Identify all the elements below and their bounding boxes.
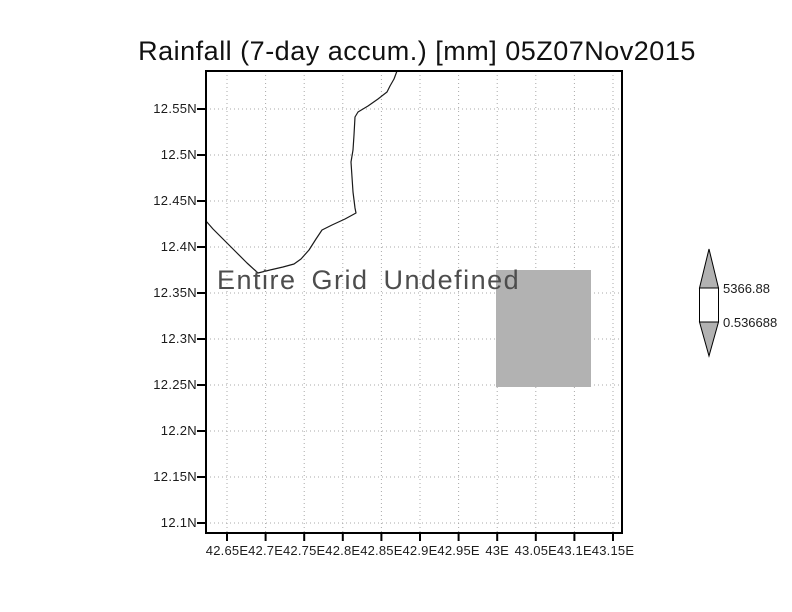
colorbar-min-label: 0.536688 (723, 315, 778, 330)
axis-ticks (197, 108, 614, 541)
x-tick-label: 43E (485, 543, 510, 558)
x-tick-label: 42.9E (402, 543, 438, 558)
y-tick-label: 12.2N (160, 423, 197, 438)
y-tick-label: 12.5N (160, 147, 197, 162)
y-tick-label: 12.1N (160, 515, 197, 530)
x-tick-label: 42.95E (437, 543, 480, 558)
colorbar (698, 248, 720, 358)
y-tick-label: 12.35N (153, 285, 197, 300)
y-tick-label: 12.4N (160, 239, 197, 254)
x-tick-label: 43.05E (514, 543, 557, 558)
entire-grid-undefined-message: Entire Grid Undefined (217, 265, 521, 295)
y-tick-label: 12.55N (153, 101, 197, 116)
y-tick-label: 12.15N (153, 469, 197, 484)
plot-title: Rainfall (7-day accum.) [mm] 05Z07Nov201… (138, 36, 696, 66)
x-tick-label: 42.85E (360, 543, 403, 558)
x-tick-label: 43.1E (556, 543, 592, 558)
x-tick-label: 42.75E (282, 543, 326, 558)
x-tick-label: 42.65E (205, 543, 249, 558)
x-tick-label: 42.7E (248, 543, 284, 558)
colorbar-max-label: 5366.88 (723, 281, 770, 296)
y-tick-label: 12.45N (153, 193, 197, 208)
y-tick-label: 12.3N (160, 331, 197, 346)
undefined-region-shade (496, 270, 591, 387)
coastline (205, 70, 398, 274)
grid-lines (206, 71, 622, 533)
x-tick-label: 43.15E (591, 543, 635, 558)
plot-frame (205, 70, 623, 534)
y-tick-label: 12.25N (153, 377, 197, 392)
x-tick-label: 42.8E (325, 543, 361, 558)
